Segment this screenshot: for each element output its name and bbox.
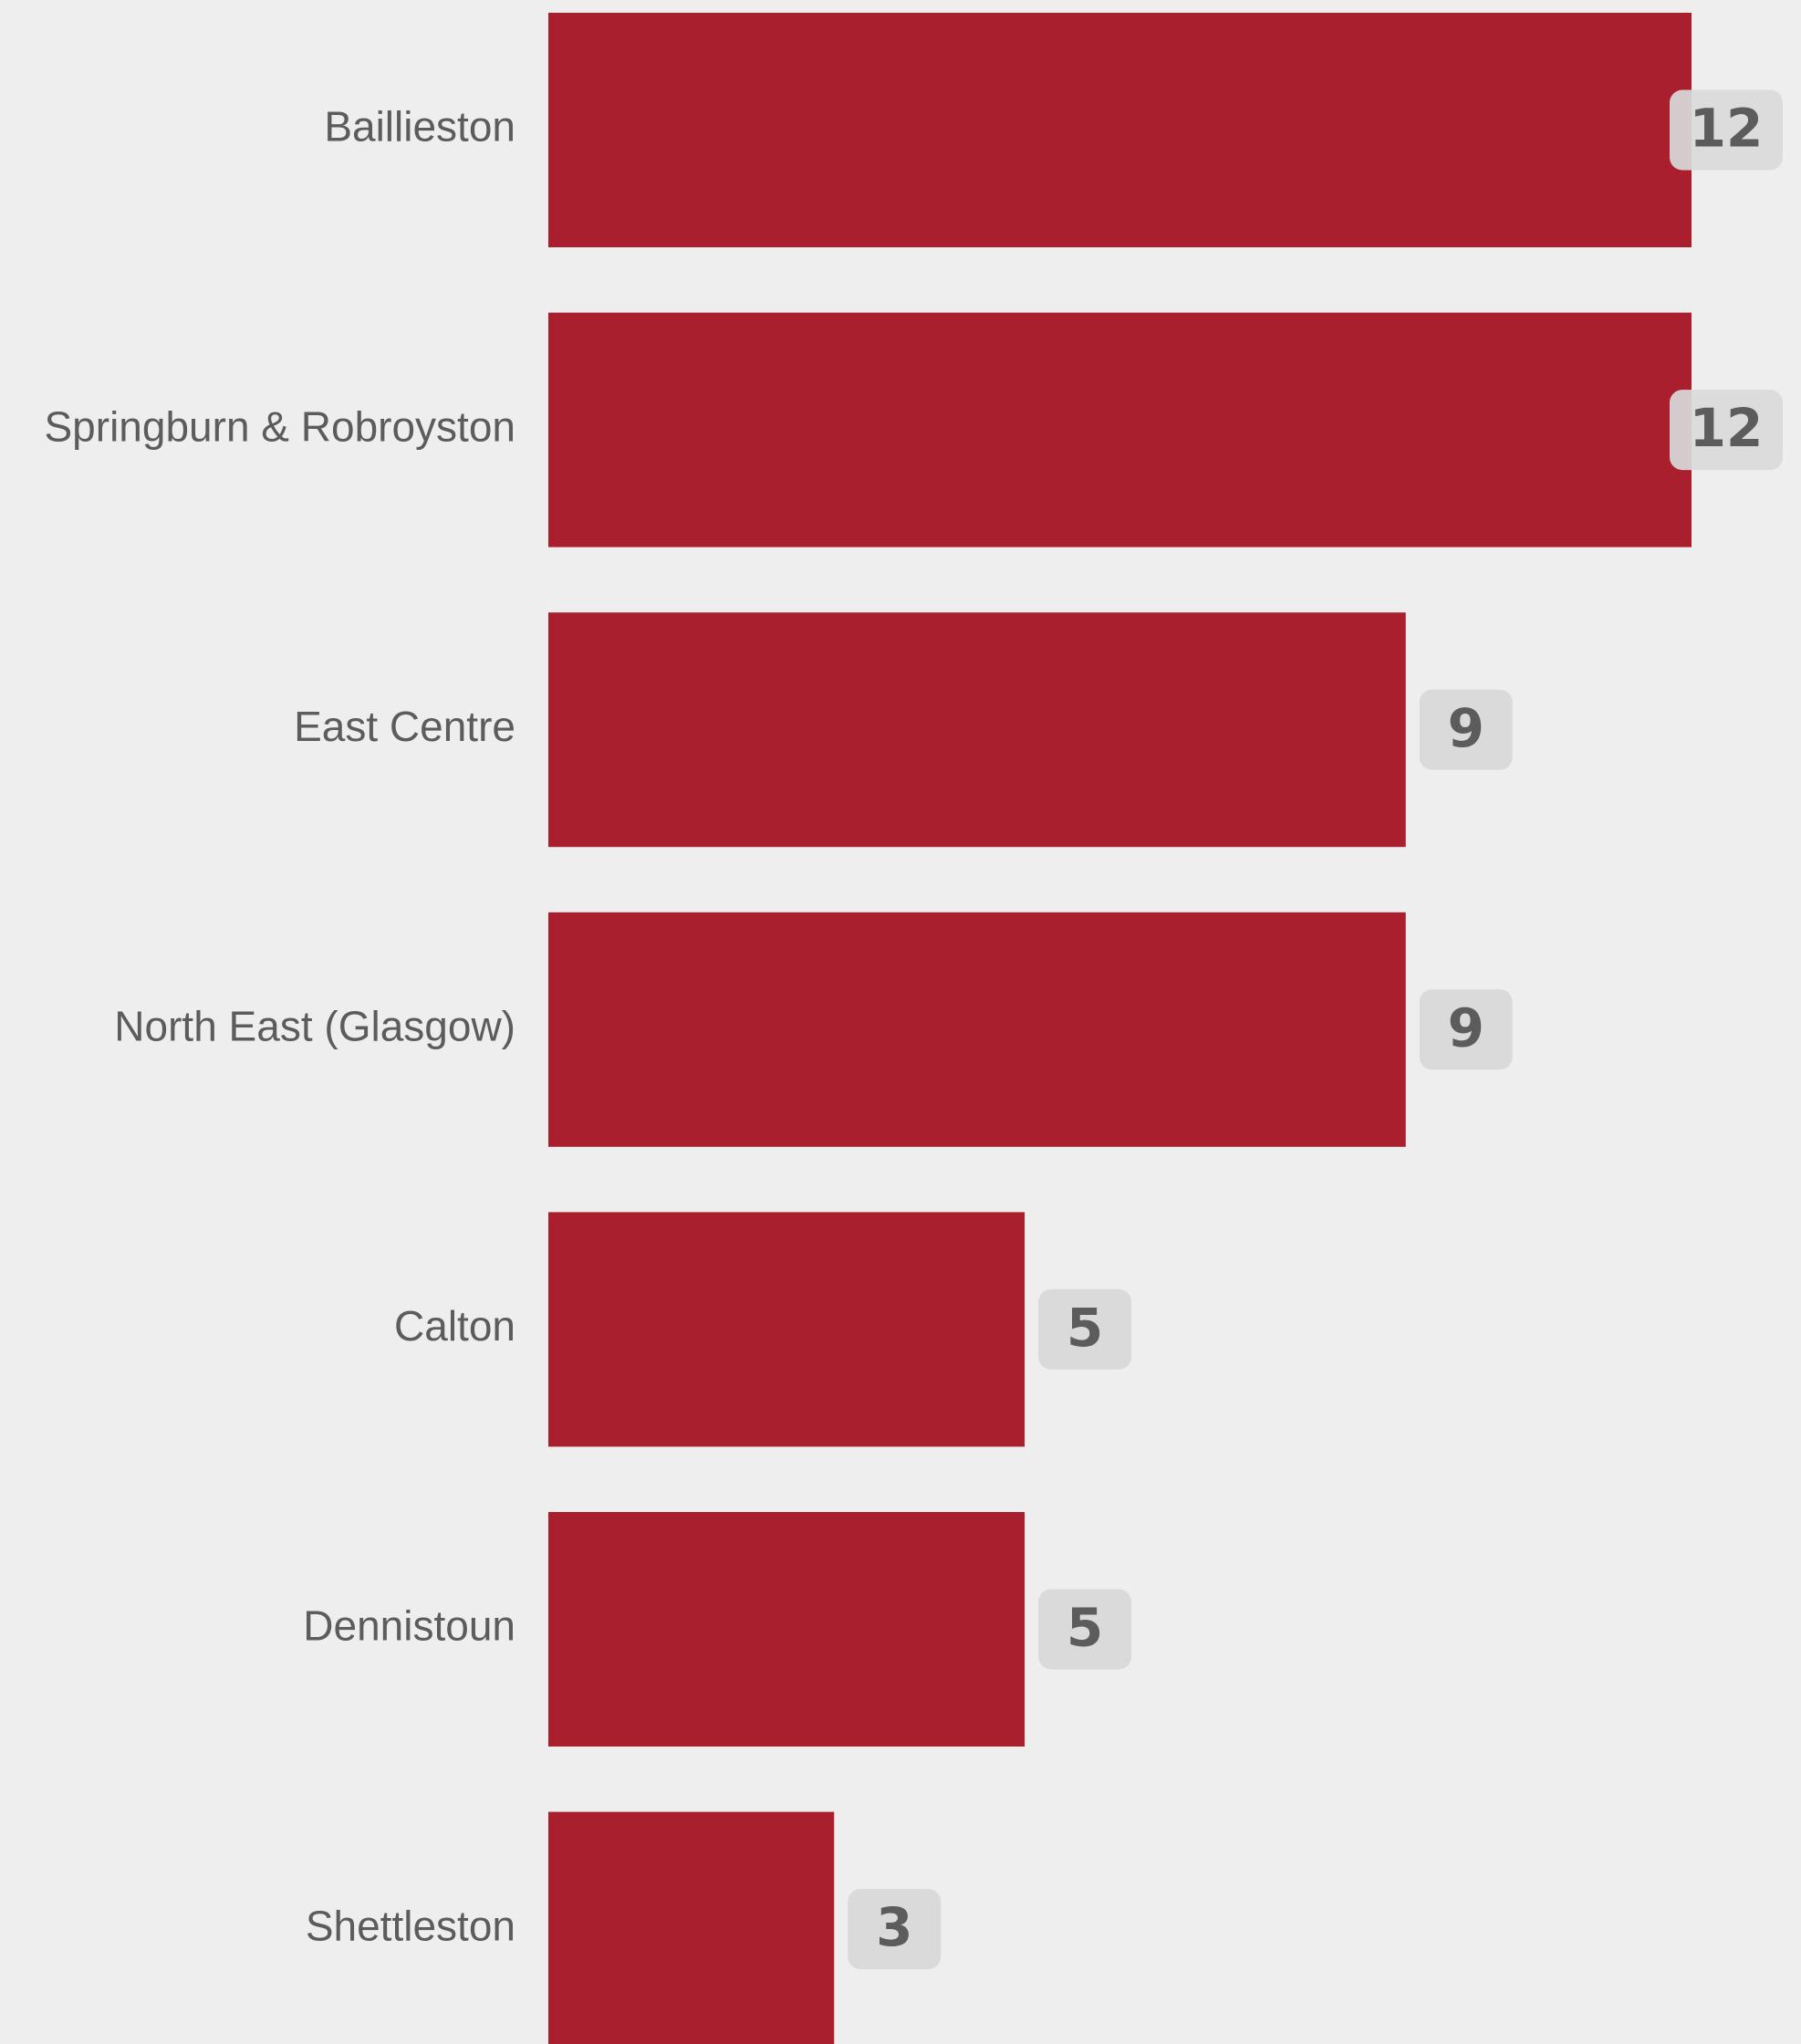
category-label: Baillieston: [324, 103, 515, 151]
category-label: East Centre: [294, 703, 515, 750]
bar: [548, 912, 1406, 1147]
category-label: North East (Glasgow): [114, 1002, 515, 1049]
bar-group: North East (Glasgow) 9: [114, 912, 1513, 1147]
bar: [548, 1212, 1025, 1447]
value-badge: [1038, 1288, 1132, 1370]
bar-group: Calton 5: [394, 1212, 1132, 1447]
value-badge: [1670, 390, 1783, 471]
value-label: 5: [1067, 1297, 1103, 1359]
bar: [548, 1512, 1025, 1747]
bar-group: Baillieston 12: [324, 13, 1783, 247]
value-label: 12: [1690, 98, 1764, 160]
category-label: Dennistoun: [303, 1602, 515, 1650]
category-label: Springburn & Robroyston: [44, 402, 515, 450]
value-badge: [1419, 689, 1513, 770]
value-label: 9: [1448, 996, 1484, 1058]
bar-group: East Centre 9: [294, 612, 1513, 848]
bars: Baillieston 12 Springburn & Robroyston 12 Ea…: [44, 13, 1783, 2044]
value-badge: [1670, 89, 1783, 171]
value-badge: [848, 1889, 942, 1970]
bar: [548, 612, 1406, 848]
value-label: 5: [1067, 1597, 1103, 1659]
bar: [548, 1811, 835, 2044]
value-label: 12: [1690, 397, 1764, 459]
bar-group: Shettleston 3: [306, 1811, 942, 2044]
category-label: Shettleston: [306, 1902, 515, 1949]
bar: [548, 13, 1692, 247]
bar: [548, 312, 1692, 548]
bar-group: Dennistoun 5: [303, 1512, 1132, 1747]
value-badge: [1038, 1589, 1132, 1670]
bar-group: Springburn & Robroyston 12: [44, 312, 1783, 548]
value-label: 3: [876, 1896, 912, 1958]
value-label: 9: [1448, 697, 1484, 759]
value-badge: [1419, 989, 1513, 1070]
category-label: Calton: [394, 1302, 515, 1350]
